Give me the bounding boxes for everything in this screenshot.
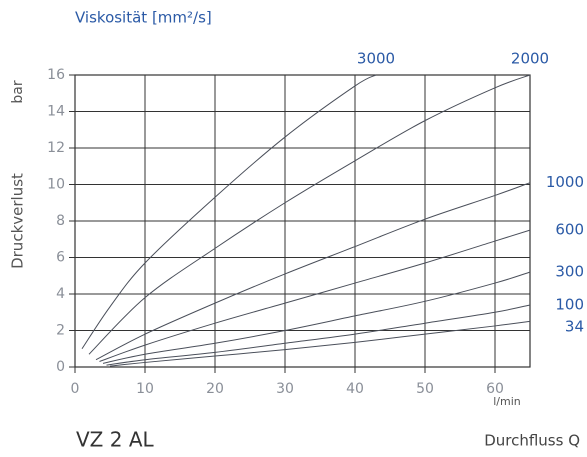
y-tick-label: 4 bbox=[56, 286, 65, 302]
series-line bbox=[95, 182, 531, 361]
series-label: 34 bbox=[565, 317, 584, 335]
series-line bbox=[99, 229, 531, 362]
y-tick-label: 16 bbox=[47, 67, 65, 83]
y-tick-label: 8 bbox=[56, 213, 65, 229]
series-line bbox=[81, 74, 377, 350]
series-line bbox=[88, 74, 531, 355]
y-axis-label: Druckverlust bbox=[9, 173, 27, 269]
y-tick-label: 0 bbox=[56, 359, 65, 375]
x-tick-label: 40 bbox=[346, 381, 364, 397]
series-line bbox=[109, 320, 531, 367]
y-tick-label: 12 bbox=[47, 140, 65, 156]
x-tick-label: 30 bbox=[276, 381, 294, 397]
series-label: 3000 bbox=[357, 50, 395, 68]
series-label: 1000 bbox=[546, 173, 584, 191]
x-tick-label: 50 bbox=[416, 381, 434, 397]
chart-title: Viskosität [mm²/s] bbox=[75, 9, 212, 27]
x-unit: l/min bbox=[493, 395, 521, 408]
x-axis-label: Durchfluss Q bbox=[484, 432, 580, 450]
y-tick-label: 10 bbox=[47, 177, 65, 193]
y-unit: bar bbox=[10, 80, 26, 103]
series-label: 300 bbox=[555, 263, 584, 281]
x-tick-label: 0 bbox=[71, 381, 80, 397]
model-label: VZ 2 AL bbox=[76, 428, 155, 452]
y-tick-label: 14 bbox=[47, 104, 65, 120]
series-line bbox=[102, 271, 531, 364]
y-tick-label: 2 bbox=[56, 323, 65, 339]
x-tick-label: 10 bbox=[136, 381, 154, 397]
series-line bbox=[106, 304, 531, 366]
series-label: 100 bbox=[555, 295, 584, 313]
y-tick-label: 6 bbox=[56, 250, 65, 266]
series-label: 2000 bbox=[511, 50, 549, 68]
series-label: 600 bbox=[555, 221, 584, 239]
x-tick-label: 60 bbox=[486, 381, 504, 397]
x-tick-label: 20 bbox=[206, 381, 224, 397]
